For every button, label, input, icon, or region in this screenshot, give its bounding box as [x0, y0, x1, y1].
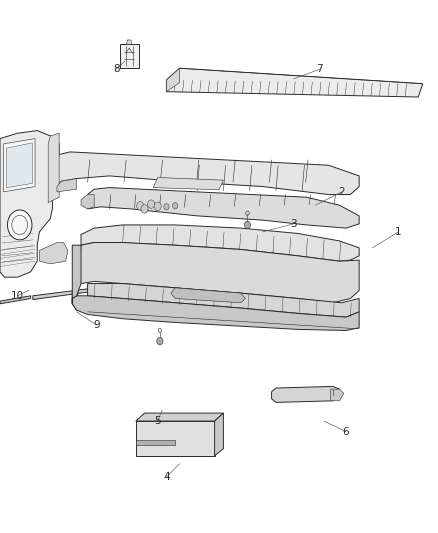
- Text: 4: 4: [163, 472, 170, 482]
- Polygon shape: [81, 195, 94, 209]
- Polygon shape: [272, 386, 339, 402]
- Polygon shape: [0, 296, 31, 304]
- Polygon shape: [57, 152, 359, 195]
- Circle shape: [164, 204, 169, 210]
- Polygon shape: [81, 225, 359, 261]
- Text: 5: 5: [154, 416, 161, 426]
- Circle shape: [148, 200, 155, 208]
- Text: 1: 1: [395, 227, 402, 237]
- Polygon shape: [72, 245, 81, 304]
- Polygon shape: [88, 284, 359, 317]
- Polygon shape: [4, 139, 35, 192]
- Polygon shape: [153, 177, 223, 190]
- Polygon shape: [57, 179, 77, 192]
- Polygon shape: [136, 440, 175, 445]
- Polygon shape: [127, 40, 132, 44]
- Polygon shape: [136, 421, 215, 456]
- Polygon shape: [88, 188, 359, 228]
- Polygon shape: [48, 133, 59, 203]
- Text: 7: 7: [316, 64, 323, 74]
- Polygon shape: [331, 389, 344, 401]
- Circle shape: [7, 210, 32, 240]
- Polygon shape: [171, 288, 245, 303]
- Text: 6: 6: [343, 427, 350, 437]
- Text: 10: 10: [11, 291, 24, 301]
- Text: 8: 8: [113, 64, 120, 74]
- Circle shape: [141, 205, 148, 213]
- Circle shape: [154, 202, 161, 211]
- Circle shape: [137, 201, 144, 210]
- Circle shape: [157, 337, 163, 345]
- Polygon shape: [215, 413, 223, 456]
- Polygon shape: [166, 68, 423, 97]
- Circle shape: [173, 203, 178, 209]
- Text: 3: 3: [290, 219, 297, 229]
- Polygon shape: [72, 243, 359, 310]
- Text: 2: 2: [338, 187, 345, 197]
- Polygon shape: [136, 413, 223, 421]
- Polygon shape: [166, 68, 180, 92]
- Polygon shape: [7, 143, 32, 188]
- Polygon shape: [72, 296, 359, 330]
- Polygon shape: [120, 44, 139, 68]
- Circle shape: [244, 221, 251, 229]
- Polygon shape: [33, 289, 88, 300]
- Polygon shape: [39, 243, 68, 264]
- Polygon shape: [0, 131, 59, 277]
- Text: 9: 9: [93, 320, 100, 330]
